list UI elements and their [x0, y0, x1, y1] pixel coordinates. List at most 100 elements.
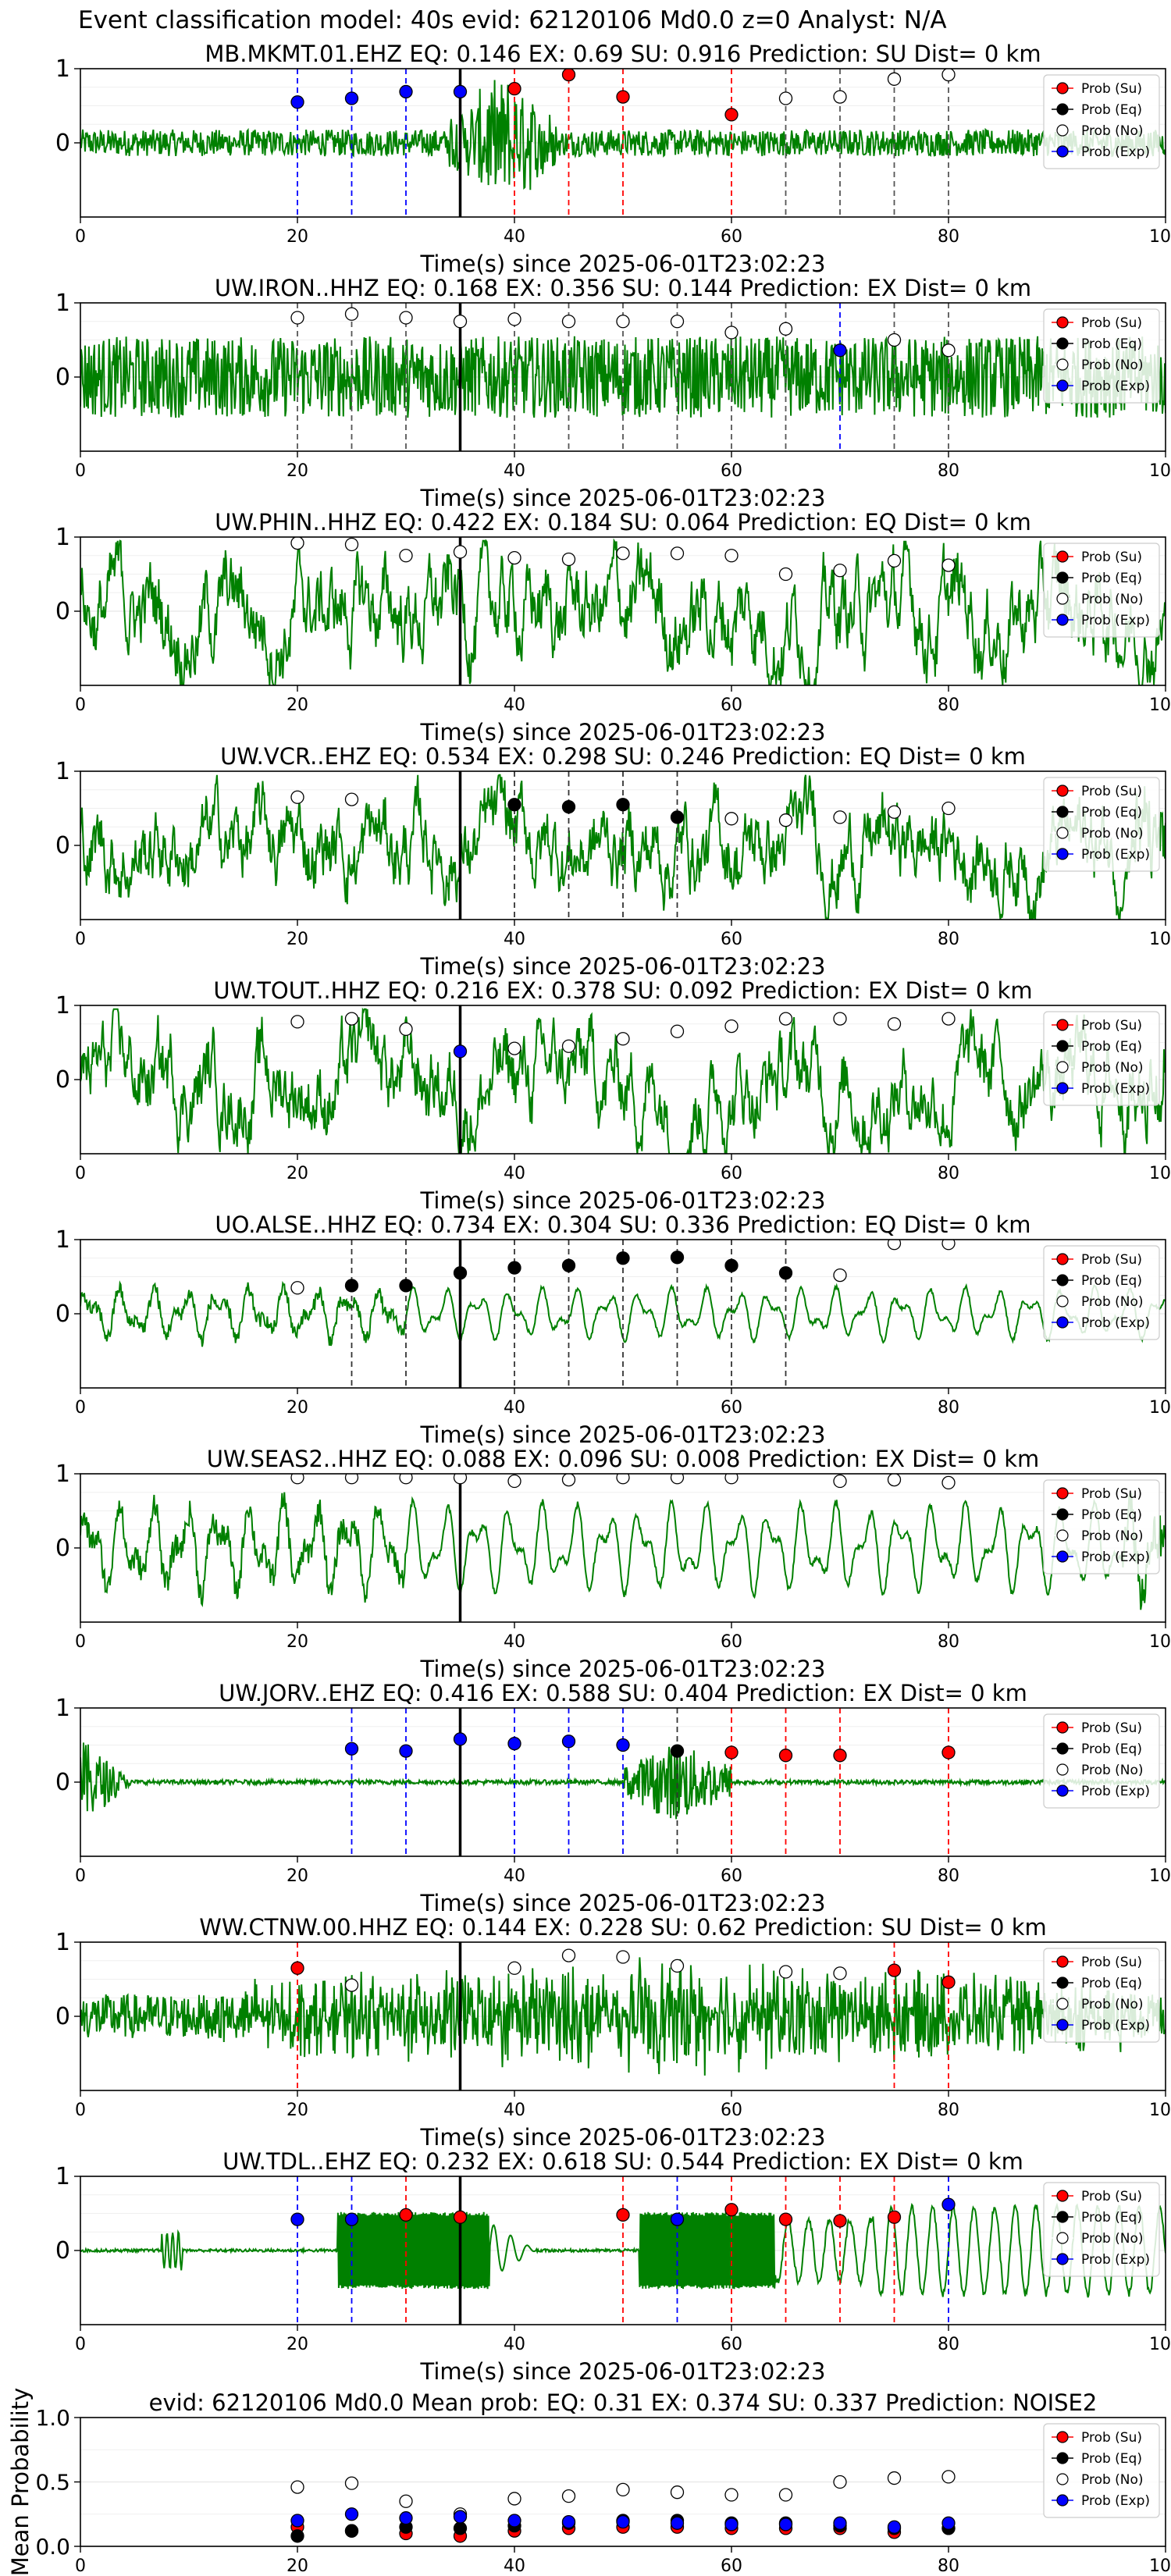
y-tick-label: 0 — [55, 1769, 70, 1796]
prob-marker-no — [941, 69, 956, 82]
prob-marker-no — [561, 315, 576, 329]
x-tick-label: 100 — [1149, 2335, 1171, 2354]
legend-label: Prob (Eq) — [1081, 102, 1142, 118]
legend-marker-eq — [1056, 2452, 1069, 2464]
prob-marker-no — [507, 1041, 521, 1055]
mean-marker-no — [833, 2475, 847, 2489]
prob-marker-no — [344, 1012, 359, 1026]
prob-marker-su — [724, 1745, 739, 1759]
panel-title: UW.VCR..EHZ EQ: 0.534 EX: 0.298 SU: 0.24… — [220, 743, 1026, 770]
legend-label: Prob (Exp) — [1081, 1315, 1150, 1331]
prob-marker-no — [290, 1015, 304, 1029]
x-axis-label: Time(s) since 2025-06-01T23:02:23 — [420, 2358, 826, 2385]
mean-marker-exp — [941, 2516, 956, 2530]
x-tick-label: 20 — [287, 930, 308, 949]
legend-marker-eq — [1056, 1274, 1069, 1286]
prob-marker-no — [616, 1474, 630, 1485]
waveform-trace — [80, 1492, 1166, 1610]
legend: Prob (Su) Prob (Eq) Prob (No) Prob (Exp) — [1043, 308, 1160, 404]
legend-box — [1043, 777, 1160, 872]
waveform-trace — [80, 1957, 1166, 2076]
legend-label: Prob (Eq) — [1081, 1742, 1142, 1757]
prob-marker-no — [887, 1017, 902, 1031]
prob-marker-exp — [399, 1744, 413, 1758]
station-panel-4: UW.VCR..EHZ EQ: 0.534 EX: 0.298 SU: 0.24… — [55, 743, 1171, 980]
prob-marker-no — [616, 1032, 630, 1046]
legend-marker-su — [1056, 785, 1069, 797]
mean-marker-no — [670, 2485, 685, 2500]
x-tick-label: 60 — [721, 461, 742, 481]
x-tick-label: 80 — [938, 227, 959, 247]
prob-marker-eq — [399, 1279, 413, 1293]
x-tick-label: 0 — [75, 2101, 86, 2120]
x-tick-label: 100 — [1149, 2101, 1171, 2120]
x-tick-label: 100 — [1149, 227, 1171, 247]
mean-marker-no — [887, 2471, 902, 2485]
x-tick-label: 100 — [1149, 461, 1171, 481]
legend-marker-no — [1056, 2232, 1069, 2244]
plot-area — [80, 303, 1166, 451]
station-panel-2: UW.IRON..HHZ EQ: 0.168 EX: 0.356 SU: 0.1… — [55, 275, 1171, 511]
prob-marker-su — [616, 2208, 630, 2222]
x-tick-label: 60 — [721, 696, 742, 715]
legend: Prob (Su) Prob (Eq) Prob (No) Prob (Exp) — [1043, 1479, 1160, 1574]
legend-marker-eq — [1056, 2211, 1069, 2223]
prob-marker-no — [941, 1475, 956, 1490]
station-panel-10: UW.TDL..EHZ EQ: 0.232 EX: 0.618 SU: 0.54… — [55, 2148, 1171, 2385]
prob-marker-no — [941, 1240, 956, 1251]
legend-box — [1043, 1948, 1160, 2043]
legend-marker-su — [1056, 316, 1069, 329]
prob-marker-exp — [453, 1732, 468, 1746]
prob-marker-no — [507, 312, 521, 326]
y-tick-label: 1 — [55, 1226, 70, 1254]
legend: Prob (Su) Prob (Eq) Prob (No) Prob (Exp) — [1043, 543, 1160, 638]
plot-area — [80, 1474, 1166, 1622]
x-tick-label: 0 — [75, 2335, 86, 2354]
prob-marker-exp — [670, 2212, 685, 2226]
y-tick-label: 1 — [55, 290, 70, 317]
legend-marker-eq — [1056, 571, 1069, 584]
y-tick-label: 1 — [55, 758, 70, 785]
x-tick-label: 80 — [938, 2335, 959, 2354]
x-tick-label: 20 — [287, 227, 308, 247]
legend-marker-eq — [1056, 806, 1069, 818]
x-tick-label: 20 — [287, 2101, 308, 2120]
mean-marker-no — [290, 2480, 304, 2494]
prob-marker-su — [887, 1963, 902, 1977]
legend-marker-eq — [1056, 1976, 1069, 1989]
prob-marker-no — [670, 1474, 685, 1485]
x-tick-label: 40 — [504, 1164, 525, 1183]
station-panel-9: WW.CTNW.00.HHZ EQ: 0.144 EX: 0.228 SU: 0… — [55, 1914, 1171, 2151]
prob-marker-eq — [670, 810, 685, 824]
legend-marker-eq — [1056, 1508, 1069, 1521]
prob-marker-no — [887, 1474, 902, 1487]
x-tick-label: 100 — [1149, 1398, 1171, 1418]
legend-marker-exp — [1056, 2019, 1069, 2031]
prob-marker-no — [724, 549, 739, 563]
panel-title: WW.CTNW.00.HHZ EQ: 0.144 EX: 0.228 SU: 0… — [199, 1914, 1047, 1941]
legend: Prob (Su) Prob (Eq) Prob (No) Prob (Exp) — [1043, 777, 1160, 872]
x-tick-label: 60 — [721, 227, 742, 247]
y-tick-label: 1 — [55, 1929, 70, 1956]
plot-area — [80, 1005, 1166, 1154]
plot-area — [80, 537, 1166, 685]
waveform-trace — [80, 1742, 1166, 1820]
x-tick-label: 40 — [504, 2101, 525, 2120]
prob-marker-no — [561, 1948, 576, 1962]
x-tick-label: 0 — [75, 1866, 86, 1886]
mean-marker-no — [941, 2470, 956, 2484]
prob-marker-no — [344, 1978, 359, 1992]
legend: Prob (Su) Prob (Eq) Prob (No) Prob (Exp) — [1043, 1245, 1160, 1340]
station-panel-6: UO.ALSE..HHZ EQ: 0.734 EX: 0.304 SU: 0.3… — [55, 1212, 1171, 1448]
panel-title: UW.JORV..EHZ EQ: 0.416 EX: 0.588 SU: 0.4… — [219, 1680, 1027, 1706]
prob-marker-no — [887, 805, 902, 819]
legend-box — [1043, 308, 1160, 404]
prob-marker-no — [344, 537, 359, 552]
prob-marker-no — [887, 1240, 902, 1251]
prob-marker-no — [670, 1959, 685, 1973]
legend-label: Prob (Exp) — [1081, 144, 1150, 160]
prob-marker-no — [778, 1965, 793, 1979]
x-axis-label: Time(s) since 2025-06-01T23:02:23 — [420, 2124, 826, 2151]
legend-marker-no — [1056, 1529, 1069, 1542]
prob-marker-no — [778, 322, 793, 336]
